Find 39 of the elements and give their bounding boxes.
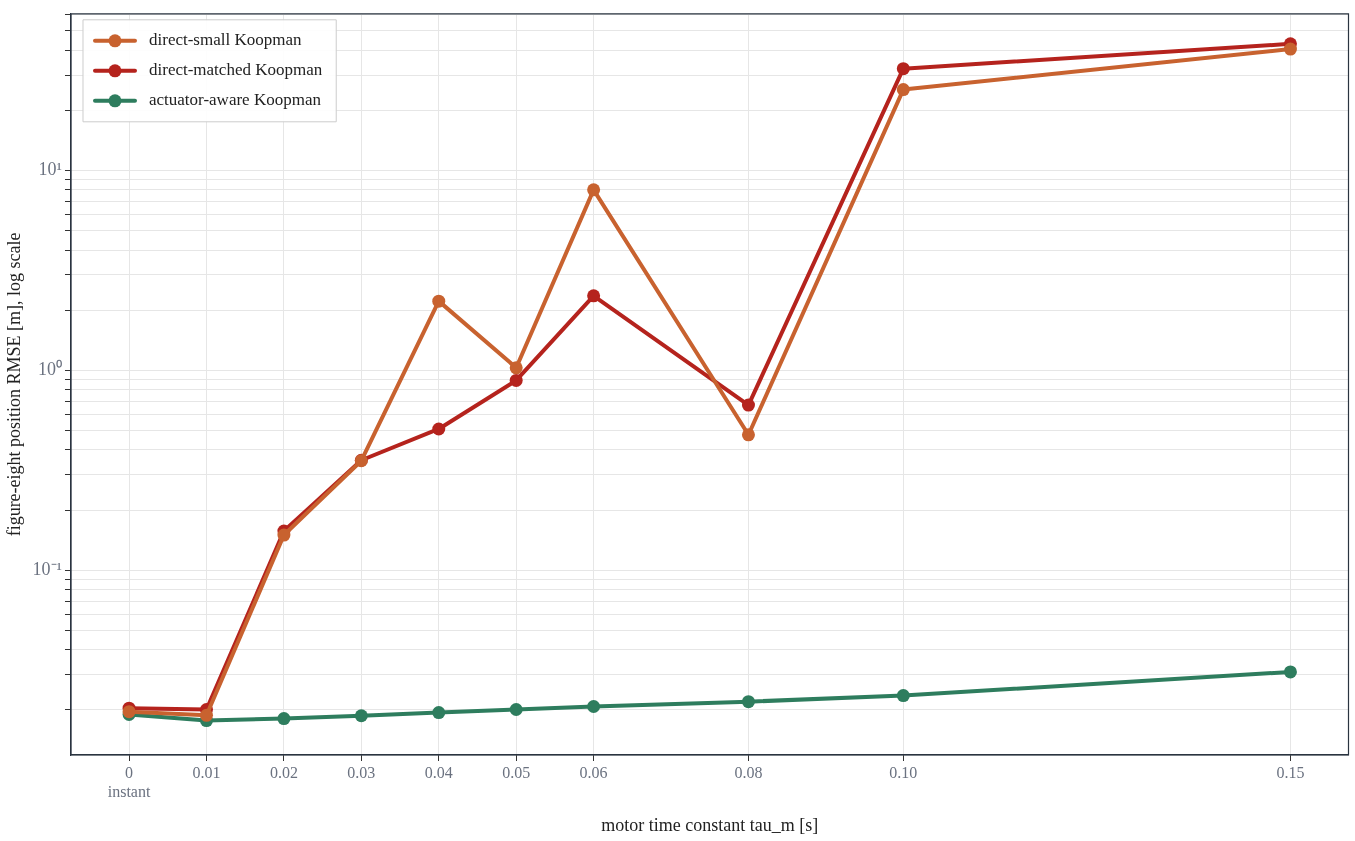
point [432, 706, 446, 720]
point [354, 709, 368, 723]
point [587, 289, 601, 303]
y-tick-label: 10⁻¹ [32, 558, 62, 579]
point [896, 689, 910, 703]
point [432, 422, 446, 436]
x-tick-label: 0.06 [579, 763, 608, 781]
legend-label: actuator-aware Koopman [149, 90, 322, 110]
point [199, 708, 213, 722]
point [1283, 665, 1297, 679]
x-tick-label: 0.03 [347, 763, 376, 781]
x-tick-label: 0.04 [424, 763, 453, 781]
point [741, 695, 755, 709]
point [509, 703, 523, 716]
point [277, 712, 291, 726]
x-tick-label: 0.15 [1276, 763, 1305, 781]
x-tick-label: 0.10 [889, 763, 918, 781]
y-tick-label: 10⁰ [38, 359, 62, 380]
point [509, 361, 523, 375]
x-tick-label: 0 instant [107, 763, 151, 800]
legend-label: direct-small Koopman [149, 30, 302, 50]
point [1283, 42, 1297, 56]
point [741, 398, 755, 412]
x-tick-label: 0.02 [269, 763, 298, 781]
point [277, 528, 291, 542]
x-tick-label: 0.05 [502, 763, 531, 781]
y-tick-label: 10¹ [38, 159, 62, 180]
point [509, 373, 523, 387]
point [741, 428, 755, 442]
point [587, 700, 601, 714]
x-axis-title: motor time constant tau_m [s] [601, 814, 819, 835]
legend-label: direct-matched Koopman [149, 60, 323, 80]
point [432, 294, 446, 308]
point [896, 62, 910, 76]
point [896, 83, 910, 97]
x-tick-label: 0.08 [734, 763, 763, 781]
x-tick-label: 0.01 [192, 763, 221, 781]
point [587, 183, 601, 197]
y-axis-title: figure-eight position RMSE [m], log scale [3, 232, 24, 537]
